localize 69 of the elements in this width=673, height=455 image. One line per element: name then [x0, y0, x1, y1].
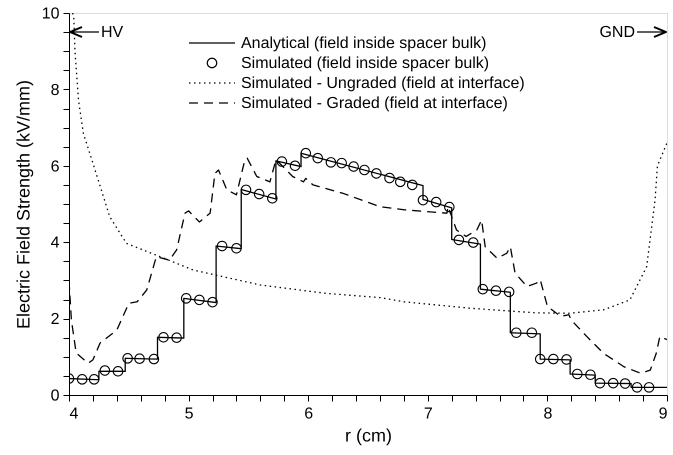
point — [585, 369, 596, 380]
point — [504, 286, 514, 298]
point — [371, 168, 382, 179]
point — [348, 161, 359, 172]
point — [300, 148, 312, 158]
point — [180, 293, 192, 304]
point — [267, 192, 278, 204]
point — [276, 156, 288, 167]
x-tick-label: 5 — [184, 406, 194, 422]
y-tick-label: 4 — [50, 234, 60, 252]
x-tick-label: 9 — [658, 406, 668, 422]
x-tick-label: 6 — [304, 406, 314, 422]
point — [511, 327, 522, 338]
point — [122, 353, 133, 364]
legend-label: Simulated - Graded (field at interface) — [241, 95, 508, 112]
point — [444, 202, 455, 212]
point — [395, 176, 406, 188]
point — [231, 243, 242, 254]
point — [100, 365, 110, 376]
annotation: HV — [101, 24, 124, 41]
point — [644, 382, 654, 393]
y-tick-label: 2 — [50, 311, 60, 328]
x-tick-label: 4 — [70, 406, 78, 422]
point — [326, 157, 336, 168]
point — [572, 368, 583, 380]
point — [207, 296, 218, 308]
point — [594, 378, 606, 388]
point — [534, 354, 546, 364]
point — [526, 327, 538, 338]
point — [171, 332, 182, 343]
point — [478, 284, 488, 294]
point — [608, 378, 618, 388]
point — [454, 234, 464, 246]
x-tick-label: 7 — [424, 406, 433, 422]
x-axis-title: r (cm) — [345, 426, 392, 446]
point — [490, 285, 502, 296]
point — [216, 240, 228, 252]
point — [548, 354, 559, 364]
y-tick-label: 8 — [50, 82, 60, 99]
point — [406, 180, 418, 190]
point — [194, 294, 205, 306]
legend-label: Simulated (field inside spacer bulk) — [241, 55, 490, 72]
point — [290, 160, 300, 172]
point — [76, 374, 88, 385]
point — [384, 172, 395, 184]
y-tick-label: 6 — [50, 158, 60, 176]
point — [88, 374, 100, 385]
point — [112, 366, 124, 377]
point — [134, 353, 145, 364]
point — [312, 152, 324, 164]
y-axis-title: Electric Field Strength (kV/mm) — [14, 80, 34, 330]
point — [148, 354, 160, 364]
legend-label: Analytical (field inside spacer bulk) — [241, 35, 486, 52]
point — [240, 184, 252, 196]
point — [158, 332, 169, 343]
point — [468, 237, 479, 248]
annotation: GND — [599, 24, 635, 41]
y-tick-label: 10 — [42, 6, 60, 22]
point — [430, 196, 442, 208]
point — [561, 354, 572, 365]
point — [632, 382, 642, 393]
point — [620, 378, 630, 389]
y-tick-label: 0 — [50, 388, 60, 404]
point — [254, 188, 264, 200]
x-tick-label: 8 — [543, 406, 552, 422]
point — [336, 158, 347, 168]
legend-label: Simulated - Ungraded (field at interface) — [241, 75, 525, 92]
point — [418, 194, 428, 206]
point — [359, 164, 370, 176]
